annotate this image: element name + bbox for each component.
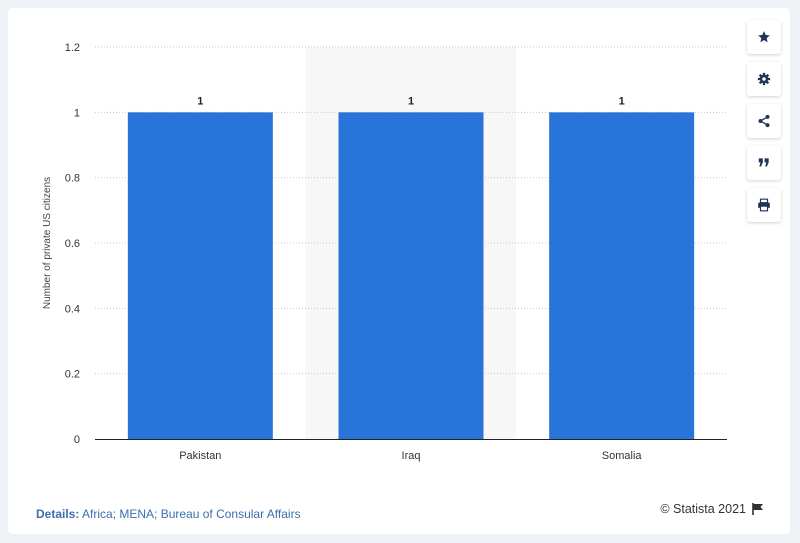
chart-toolbar xyxy=(747,20,781,230)
flag-icon xyxy=(752,503,763,515)
y-tick-label: 0.2 xyxy=(65,369,80,381)
details-label: Details: xyxy=(36,507,80,521)
bookmark-button[interactable] xyxy=(747,20,781,54)
print-button[interactable] xyxy=(747,188,781,222)
y-tick-label: 1.2 xyxy=(65,42,80,54)
bar-chart: 0 0.2 0.4 0.6 0.8 1 1.2 1 Pakistan 1 Iraq 1 Somalia N… xyxy=(42,42,727,462)
y-axis-title: Number of private US citizens xyxy=(42,177,53,309)
details-link[interactable]: Africa; MENA; Bureau of Consular Affairs xyxy=(82,507,301,521)
data-label: 1 xyxy=(408,95,414,107)
print-icon xyxy=(758,198,770,212)
gear-icon xyxy=(757,72,771,86)
data-label: 1 xyxy=(619,95,625,107)
statista-credit[interactable]: © Statista 2021 xyxy=(660,502,764,516)
y-tick-label: 0.4 xyxy=(65,303,80,315)
star-icon xyxy=(758,31,770,43)
y-tick-label: 0 xyxy=(74,434,80,446)
bar-pakistan[interactable] xyxy=(127,112,273,439)
settings-button[interactable] xyxy=(747,62,781,96)
bar-somalia[interactable] xyxy=(549,112,695,439)
share-icon xyxy=(758,114,770,128)
credit-text: © Statista 2021 xyxy=(660,502,746,516)
y-tick-label: 0.6 xyxy=(65,238,80,250)
y-tick-label: 0.8 xyxy=(65,173,80,185)
share-button[interactable] xyxy=(747,104,781,138)
data-label: 1 xyxy=(197,95,203,107)
bar-iraq[interactable] xyxy=(338,112,484,439)
details-note: Details: Africa; MENA; Bureau of Consula… xyxy=(36,507,301,521)
y-tick-label: 1 xyxy=(74,107,80,119)
cite-button[interactable] xyxy=(747,146,781,180)
quote-icon xyxy=(758,158,769,167)
x-tick-label: Iraq xyxy=(402,450,421,462)
x-tick-label: Pakistan xyxy=(179,450,221,462)
x-tick-label: Somalia xyxy=(602,450,643,462)
chart-card: 0 0.2 0.4 0.6 0.8 1 1.2 1 Pakistan 1 Iraq 1 Somalia N… xyxy=(8,8,790,534)
